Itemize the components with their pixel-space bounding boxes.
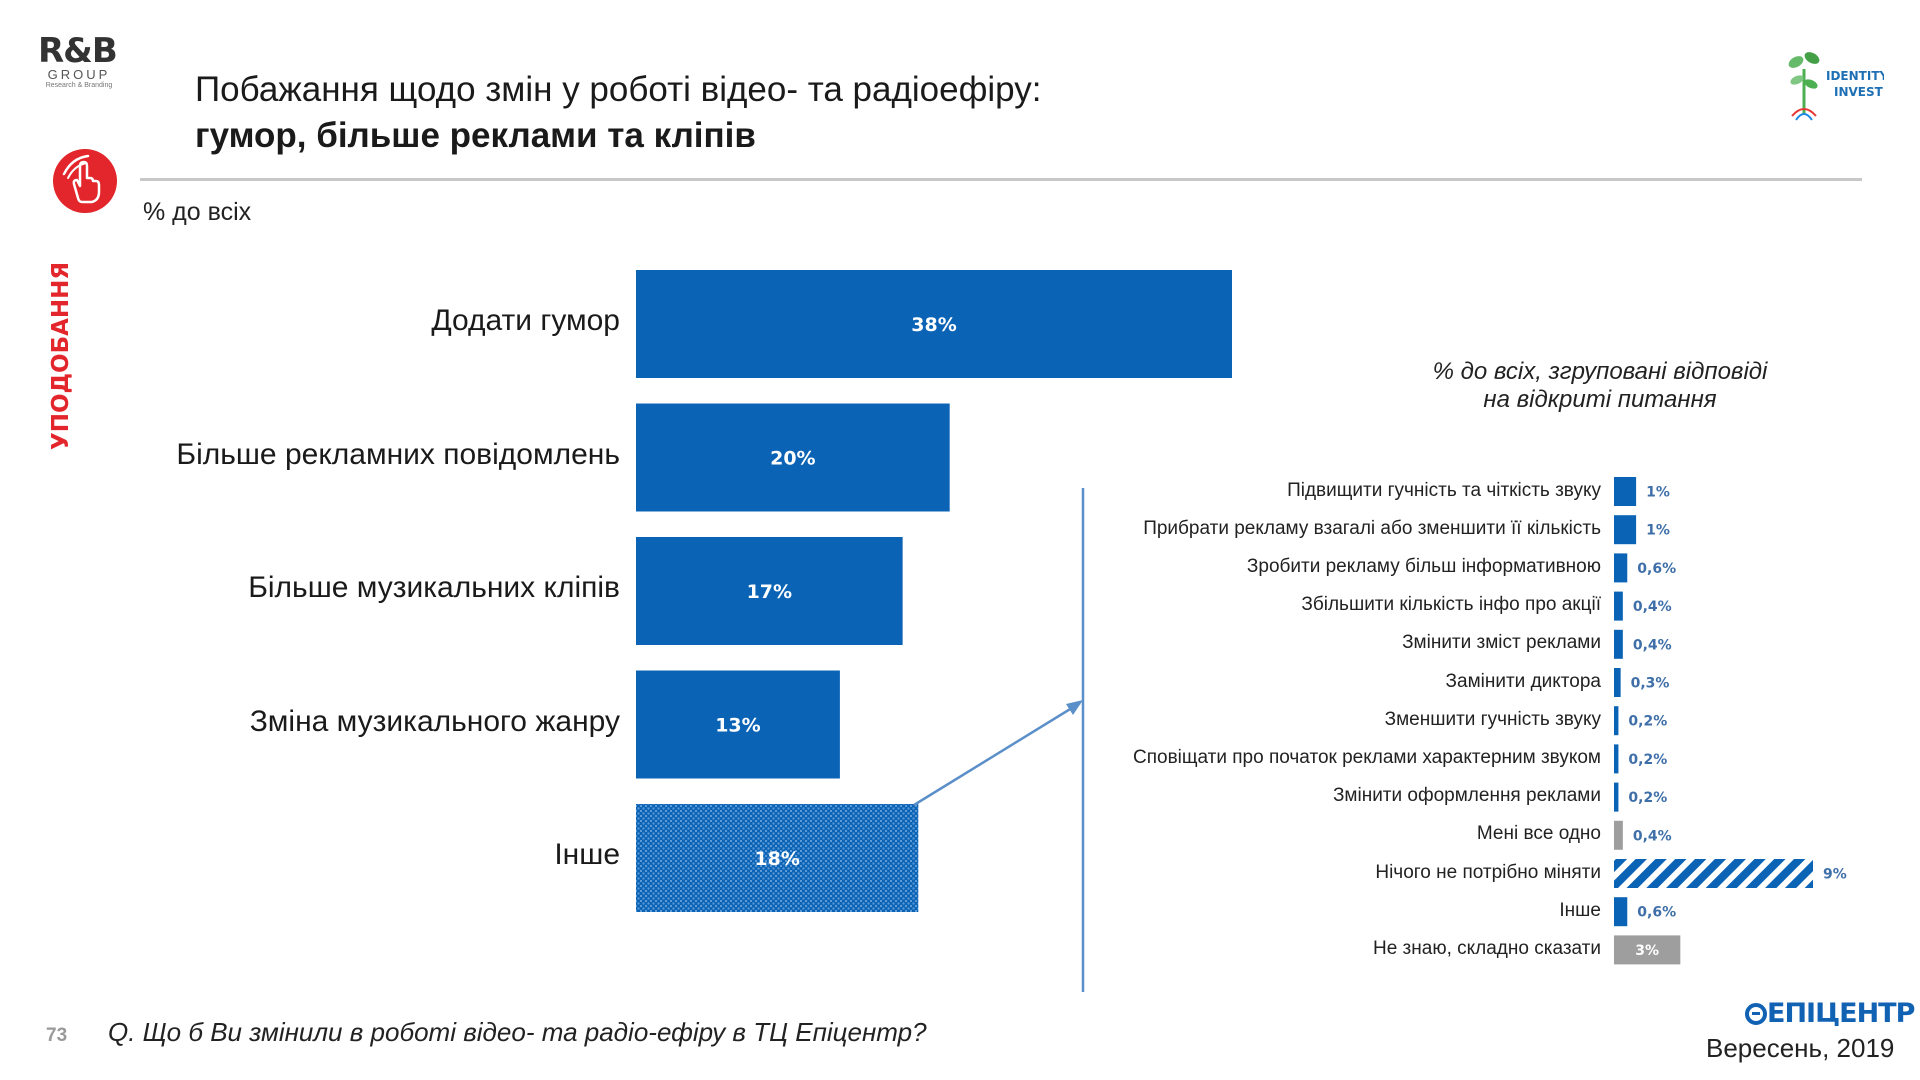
right-bar-10: [1614, 859, 1813, 888]
right-bar-8: [1614, 782, 1619, 812]
right-bar-value-label: 1%: [1646, 485, 1670, 501]
page-number: 73: [46, 1025, 68, 1046]
right-bar-value-label: 0,6%: [1637, 905, 1676, 921]
right-subtitle-line1: % до всіх, згруповані відповіді: [1432, 358, 1768, 385]
right-category-label: Зменшити гучність звуку: [1384, 708, 1601, 730]
hand-pointer-icon: [53, 149, 117, 213]
right-bar-value-label: 0,4%: [1633, 599, 1672, 615]
right-bar-5: [1614, 668, 1621, 697]
right-category-label: Змінити оформлення реклами: [1332, 785, 1601, 807]
report-date: Вересень, 2019: [1706, 1033, 1895, 1063]
epicentr-logo: ЕПІЦЕНТР: [1745, 998, 1915, 1029]
rb-logo-sub: GROUP: [47, 67, 111, 82]
right-bar-value-label: 0,4%: [1633, 637, 1672, 653]
right-category-label: Нічого не потрібно міняти: [1375, 861, 1601, 883]
right-bar-9: [1614, 820, 1623, 850]
right-bar-value-label: 0,3%: [1631, 676, 1670, 692]
identity-logo-line2: INVEST: [1834, 85, 1884, 99]
right-category-label: Змінити зміст реклами: [1402, 632, 1601, 654]
right-category-label: Збільшити кількість інфо про акції: [1301, 594, 1601, 616]
left-bar-2: [636, 537, 903, 645]
sidebar-section-label: УПОДОБАННЯ: [48, 262, 74, 450]
identity-invest-logo: IDENTITY INVEST: [1788, 52, 1884, 121]
left-category-label: Більше музикальних кліпів: [248, 571, 620, 604]
right-category-label: Сповіщати про початок реклами характерни…: [1133, 746, 1601, 768]
right-bar-3: [1614, 591, 1623, 621]
right-bar-6: [1614, 706, 1619, 736]
right-chart-bars: 1% 1% 0,6% 0,4% 0,4% 0,3% 0,2% 0,2% 0,2% 0,4% 9% 0,…: [1614, 477, 1847, 965]
right-bar-value-label: 1%: [1646, 523, 1670, 539]
left-bar-0: [636, 270, 1232, 378]
epicentr-logo-text: ЕПІЦЕНТР: [1767, 998, 1915, 1029]
left-bar-value-label: 18%: [754, 848, 799, 870]
header-divider: [140, 178, 1862, 181]
rb-logo-main: R&B: [38, 31, 118, 71]
left-chart-unit-label: % до всіх: [143, 198, 252, 226]
page-subtitle-bold: гумор, більше реклами та кліпів: [195, 116, 756, 155]
left-category-label: Зміна музикального жанру: [249, 704, 620, 738]
right-category-label: Замінити диктора: [1445, 670, 1601, 692]
right-category-label: Не знаю, складно сказати: [1372, 937, 1601, 959]
left-category-label: Інше: [554, 838, 620, 871]
right-bar-2: [1614, 553, 1628, 583]
right-bar-value-label: 0,6%: [1637, 561, 1676, 577]
right-bar-4: [1614, 629, 1623, 659]
connector-arrow: [913, 701, 1081, 807]
sidebar-label-text: УПОДОБАННЯ: [48, 262, 74, 450]
right-bar-value-label: 0,4%: [1633, 828, 1672, 844]
right-bar-value-label: 0,2%: [1628, 752, 1667, 768]
left-bar-value-label: 20%: [770, 448, 815, 470]
right-category-label: Мені все одно: [1476, 823, 1601, 845]
right-category-label: Зробити рекламу більш інформативною: [1246, 555, 1601, 577]
right-bar-1: [1614, 515, 1637, 545]
right-bar-value-label: 3%: [1635, 943, 1659, 959]
arrow-head-icon: [1066, 700, 1083, 715]
left-category-label: Додати гумор: [431, 304, 620, 337]
right-bar-value-label: 0,2%: [1628, 714, 1667, 730]
right-bar-0: [1614, 477, 1637, 506]
rb-group-logo: R&B GROUP Research & Branding: [38, 34, 120, 90]
page-title: Побажання щодо змін у роботі відео- та р…: [195, 70, 1042, 109]
left-bar-value-label: 13%: [715, 715, 760, 737]
identity-logo-line1: IDENTITY: [1826, 69, 1884, 83]
right-category-label: Інше: [1559, 899, 1601, 921]
right-category-label: Підвищити гучність та чіткість звуку: [1287, 479, 1601, 501]
survey-question: Q. Що б Ви змінили в роботі відео- та ра…: [108, 1017, 927, 1047]
right-subtitle-line2: на відкриті питання: [1483, 386, 1717, 413]
right-chart-unit-label: % до всіх, згруповані відповіді на відкр…: [1370, 358, 1830, 414]
left-chart-bars: 38% 20% 17% 13% 18%: [636, 270, 1232, 912]
left-bar-value-label: 17%: [747, 581, 792, 603]
left-bar-3: [636, 670, 840, 779]
left-bar-4: [636, 804, 919, 912]
sprout-icon: [1788, 52, 1820, 121]
right-bar-7: [1614, 744, 1619, 774]
epicentr-logo-icon: [1745, 1003, 1767, 1025]
right-bar-11: [1614, 897, 1628, 927]
left-bar-value-label: 38%: [911, 314, 956, 336]
right-bar-12: [1614, 935, 1681, 965]
left-bar-1: [636, 403, 950, 512]
right-bar-value-label: 0,2%: [1628, 790, 1667, 806]
right-bar-value-label: 9%: [1823, 867, 1847, 883]
right-category-label: Прибрати рекламу взагалі або зменшити її…: [1143, 517, 1601, 539]
left-category-label: Більше рекламних повідомлень: [176, 437, 620, 471]
rb-logo-tagline: Research & Branding: [45, 82, 113, 89]
